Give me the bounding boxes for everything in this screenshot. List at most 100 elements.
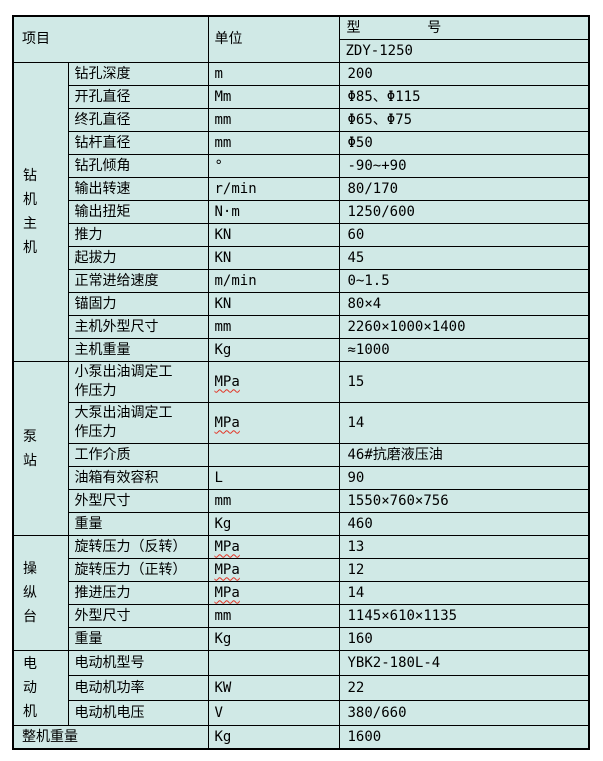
table-row: 工作介质 46#抗磨液压油	[13, 443, 590, 467]
spec-item-label: 重量	[67, 627, 209, 651]
spec-item-label: 大泵出油调定工 作压力	[67, 402, 209, 444]
spec-unit-text: MPa	[214, 584, 240, 601]
spec-unit-text: m/min	[214, 272, 257, 289]
spec-value: 46#抗磨液压油	[338, 443, 590, 467]
total-weight-unit: Kg	[207, 725, 340, 750]
spec-unit-text: KN	[214, 226, 232, 243]
spec-value: 80/170	[338, 177, 590, 201]
header-unit-label: 单位	[207, 15, 340, 63]
table-row: 泵站 小泵出油调定工 作压力 MPa 15	[12, 361, 590, 536]
spec-value: 12	[338, 558, 590, 582]
header-model-label: 型 号	[338, 15, 590, 40]
group-label: 电动机	[12, 650, 69, 726]
spec-item-label: 钻孔倾角	[67, 154, 209, 178]
table-row: 钻机主机 钻孔深度 m 200	[12, 62, 590, 362]
spec-value: 14	[338, 581, 590, 605]
spec-value: 80×4	[338, 292, 590, 316]
table-row: 输出转速 r/min 80/170	[13, 177, 590, 201]
spec-unit-text: Kg	[214, 515, 232, 532]
header-row-2: ZDY-1250	[13, 39, 590, 63]
spec-unit: KN	[207, 223, 340, 247]
spec-item-label: 电动机型号	[67, 650, 209, 676]
spec-value: -90~+90	[338, 154, 590, 178]
spec-unit	[207, 443, 340, 467]
table-row: 输出扭矩 N·m 1250/600	[13, 200, 590, 224]
table-row: 起拔力 KN 45	[13, 246, 590, 270]
spec-unit: mm	[207, 489, 340, 513]
total-weight-row: 整机重量 Kg 1600	[12, 725, 590, 750]
table-row: 操纵台 旋转压力（反转） MPa 13	[12, 535, 590, 651]
spec-unit: MPa	[207, 361, 340, 403]
spec-unit: r/min	[207, 177, 340, 201]
spec-item-label: 推力	[67, 223, 209, 247]
spec-unit: mm	[207, 108, 340, 132]
spec-value: Φ65、Φ75	[338, 108, 590, 132]
spec-value: 13	[338, 535, 590, 559]
group-label-text: 泵站	[23, 428, 37, 469]
table-row: 外型尺寸 mm 1550×760×756	[13, 489, 590, 513]
total-weight-label: 整机重量	[12, 725, 209, 750]
spec-unit-text: MPa	[214, 373, 240, 390]
spec-unit-text: KW	[214, 679, 232, 696]
spec-unit: m/min	[207, 269, 340, 293]
spec-table: 项目 单位 型 号 ZDY-1250 钻机主机 钻孔深度 m 200 开孔直径 Mm Φ85…	[12, 15, 590, 750]
spec-item-label: 钻杆直径	[67, 131, 209, 155]
spec-value: 160	[338, 627, 590, 651]
spec-unit: KW	[207, 675, 340, 701]
table-row: 旋转压力（正转） MPa 12	[13, 558, 590, 582]
spec-value: 90	[338, 466, 590, 490]
spec-unit: °	[207, 154, 340, 178]
table-row: 推力 KN 60	[13, 223, 590, 247]
spec-unit-text: °	[214, 157, 223, 174]
table-row: 外型尺寸 mm 1145×610×1135	[13, 604, 590, 628]
group-label-text: 操纵台	[23, 561, 37, 625]
table-row: 终孔直径 mm Φ65、Φ75	[13, 108, 590, 132]
spec-unit-text: MPa	[214, 561, 240, 578]
spec-value: YBK2-180L-4	[338, 650, 590, 676]
group-label-text: 钻机主机	[23, 168, 37, 256]
spec-unit-text: KN	[214, 249, 232, 266]
spec-unit: Kg	[207, 512, 340, 536]
spec-item-label: 旋转压力（反转）	[67, 535, 209, 559]
spec-unit: mm	[207, 131, 340, 155]
spec-item-label: 推进压力	[67, 581, 209, 605]
table-row: 正常进给速度 m/min 0~1.5	[13, 269, 590, 293]
spec-unit: MPa	[207, 402, 340, 444]
spec-unit-text: m	[214, 65, 223, 82]
spec-value: 45	[338, 246, 590, 270]
group-label: 操纵台	[12, 535, 69, 651]
spec-value: 14	[338, 402, 590, 444]
spec-value: 1550×760×756	[338, 489, 590, 513]
table-row: 油箱有效容积 L 90	[13, 466, 590, 490]
spec-unit-text: KN	[214, 295, 232, 312]
spec-value: 60	[338, 223, 590, 247]
spec-unit-text: r/min	[214, 180, 257, 197]
total-weight-value: 1600	[338, 725, 590, 750]
table-row: 电动机电压 V 380/660	[13, 700, 590, 726]
table-row: 锚固力 KN 80×4	[13, 292, 590, 316]
spec-item-label: 外型尺寸	[67, 604, 209, 628]
header-row-1: 项目 单位 型 号	[12, 15, 590, 63]
table-row: 开孔直径 Mm Φ85、Φ115	[13, 85, 590, 109]
spec-unit-text: mm	[214, 134, 232, 151]
table-row: 推进压力 MPa 14	[13, 581, 590, 605]
spec-unit-text: N·m	[214, 203, 240, 220]
spec-unit-text: V	[214, 704, 223, 721]
spec-item-label: 终孔直径	[67, 108, 209, 132]
spec-value: 0~1.5	[338, 269, 590, 293]
spec-unit: V	[207, 700, 340, 726]
spec-item-label: 锚固力	[67, 292, 209, 316]
spec-value: ≈1000	[338, 338, 590, 362]
spec-item-label: 小泵出油调定工 作压力	[67, 361, 209, 403]
table-row: 重量 Kg 460	[13, 512, 590, 536]
spec-unit-text: mm	[214, 111, 232, 128]
spec-item-label: 重量	[67, 512, 209, 536]
spec-unit-text: mm	[214, 607, 232, 624]
table-row: 主机外型尺寸 mm 2260×1000×1400	[13, 315, 590, 339]
spec-value: 460	[338, 512, 590, 536]
header-model-value: ZDY-1250	[338, 39, 590, 63]
spec-unit: m	[207, 62, 340, 86]
table-row: 大泵出油调定工 作压力 MPa 14	[13, 402, 590, 444]
spec-unit: MPa	[207, 558, 340, 582]
spec-unit: MPa	[207, 535, 340, 559]
